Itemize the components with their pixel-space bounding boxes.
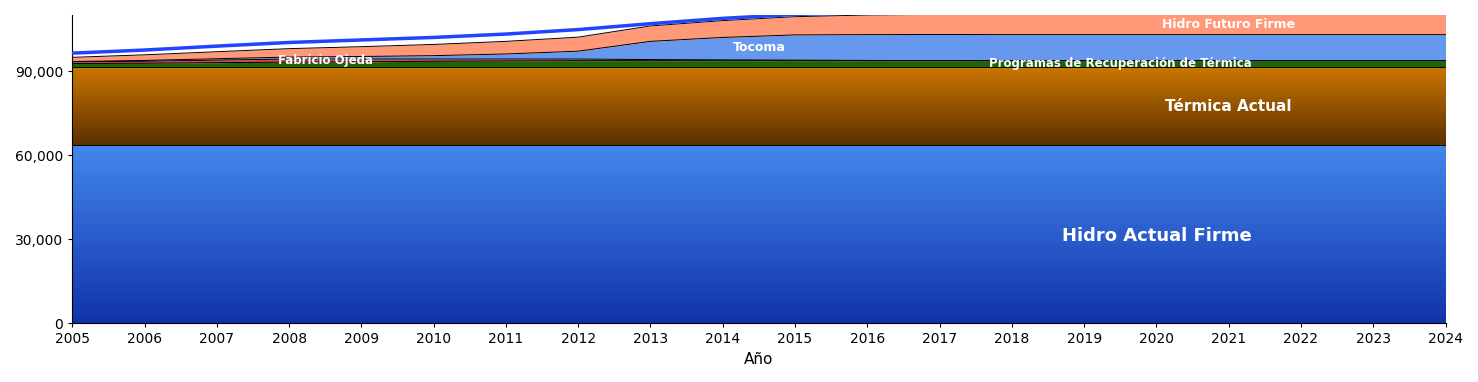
Text: Hidro Actual Firme: Hidro Actual Firme	[1061, 228, 1252, 246]
Text: Programas de Recuperación de Térmica: Programas de Recuperación de Térmica	[989, 57, 1252, 70]
Text: Fabricio Ojeda: Fabricio Ojeda	[278, 54, 372, 67]
X-axis label: Año: Año	[745, 352, 773, 367]
Text: Térmica Actual: Térmica Actual	[1166, 99, 1292, 113]
Text: Hidro Futuro Firme: Hidro Futuro Firme	[1162, 18, 1295, 31]
Text: Tocoma: Tocoma	[733, 41, 785, 54]
